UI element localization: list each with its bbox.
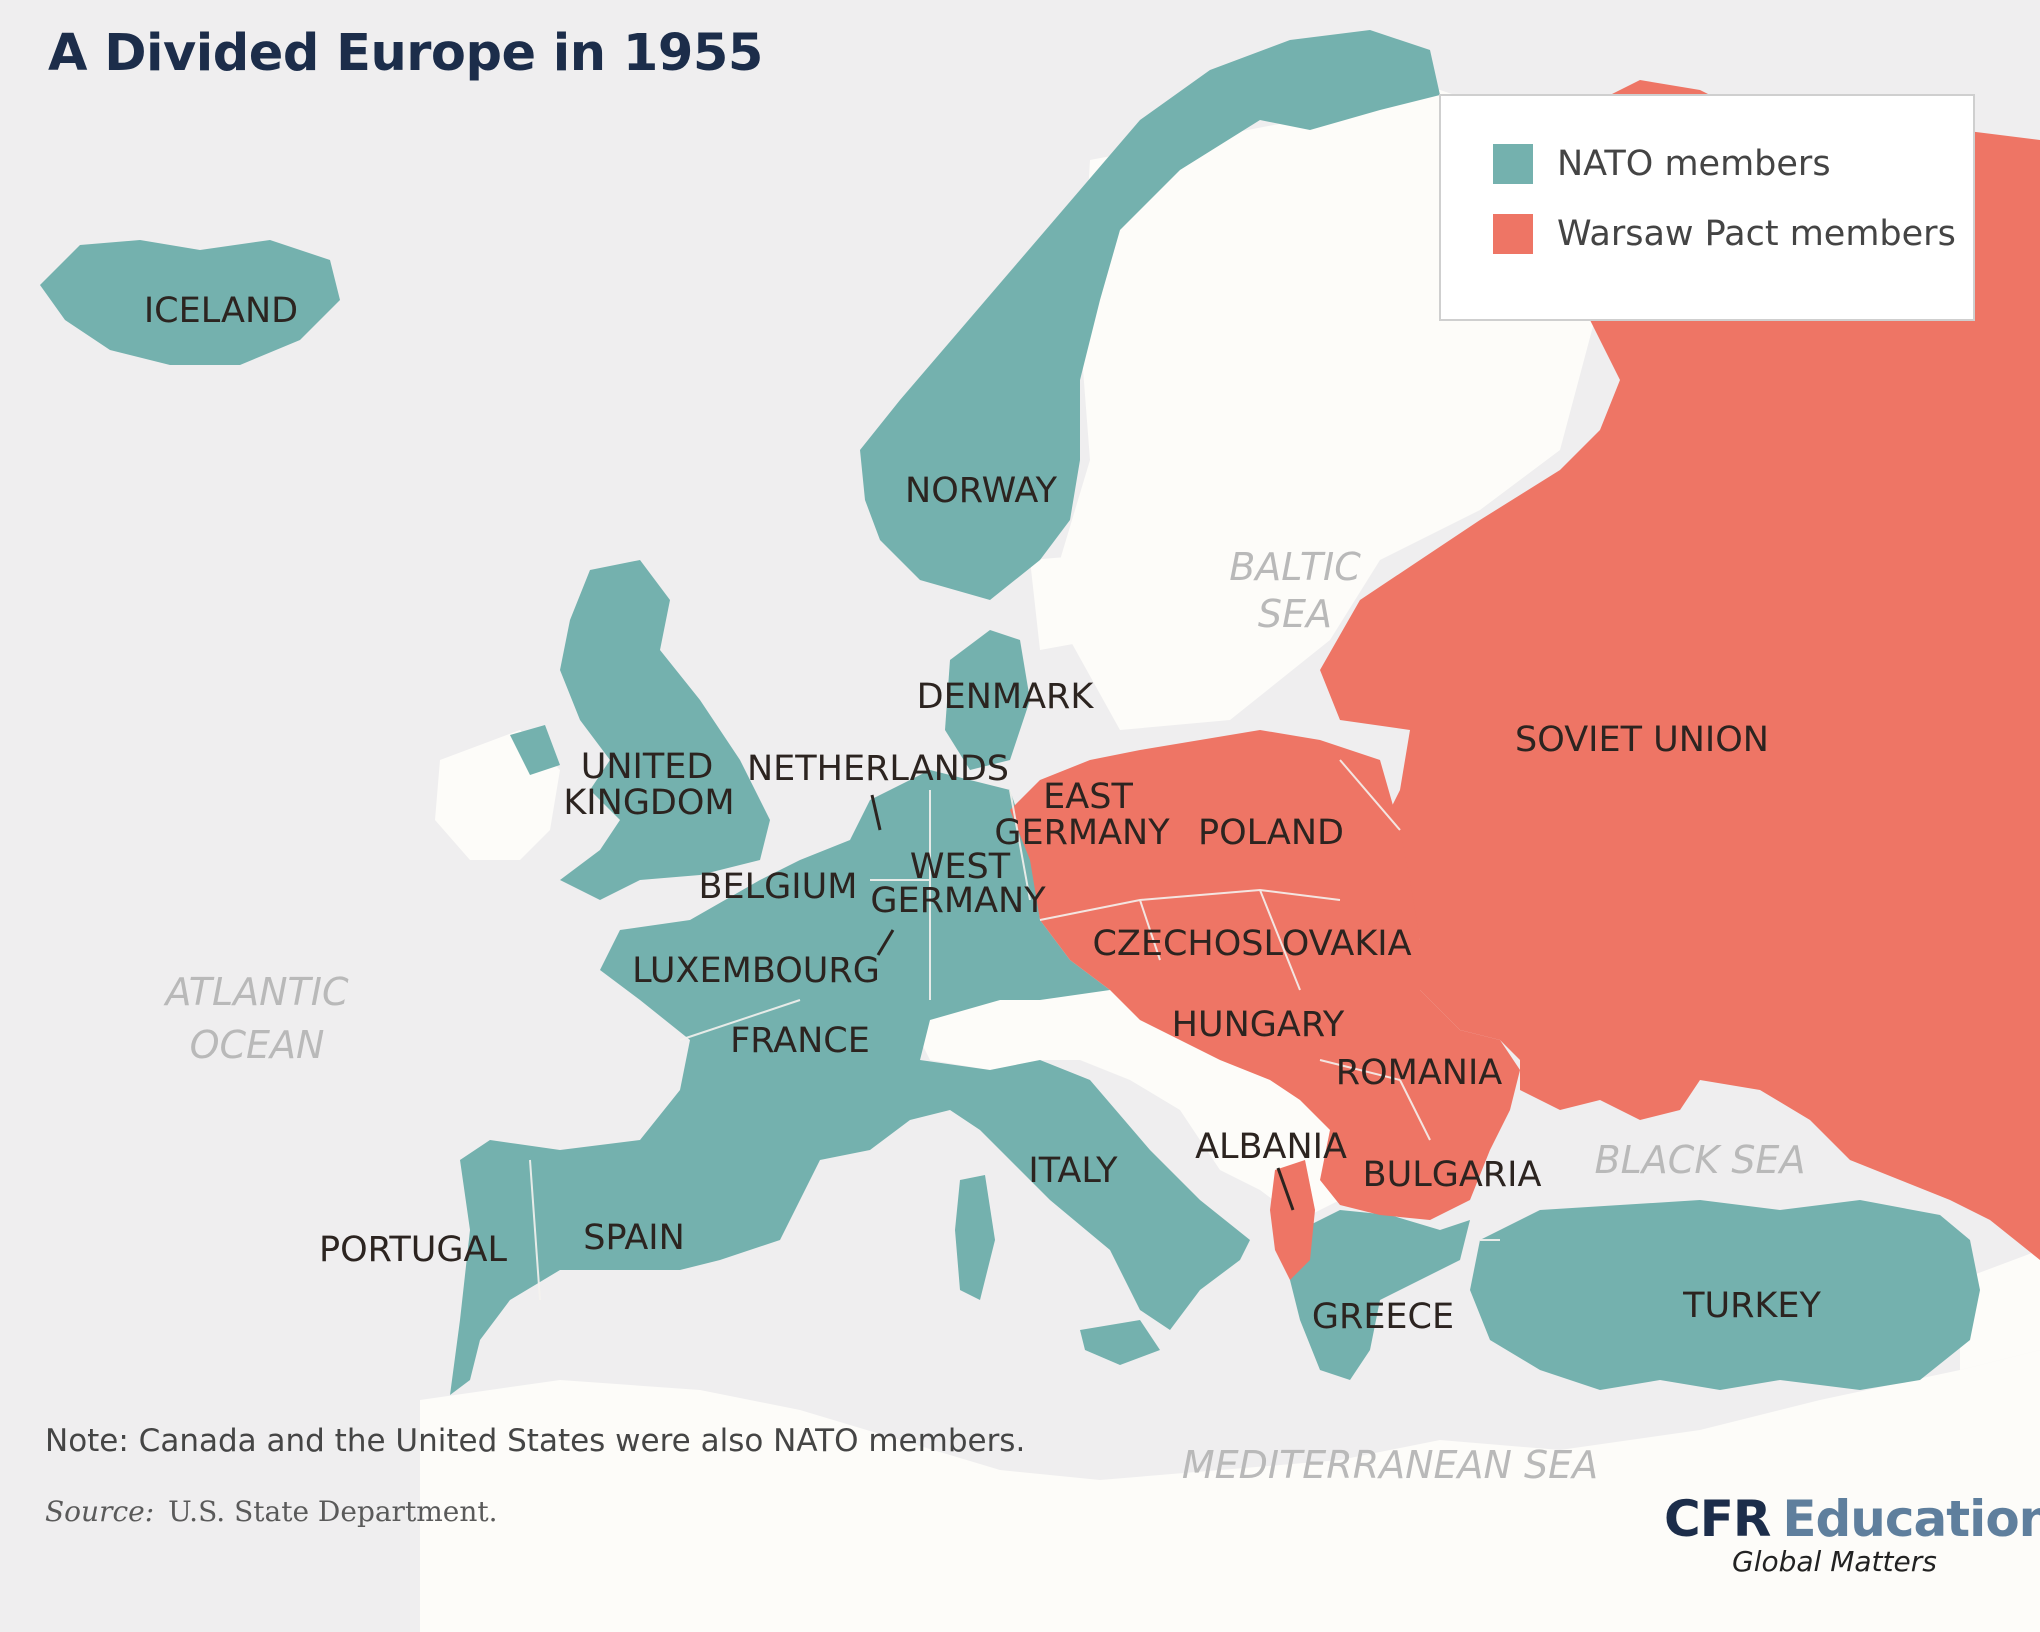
brand-cfr: CFR [1664,1490,1771,1548]
united-kingdom-label-2: KINGDOM [563,783,734,823]
eastern-bloc-shape [1010,730,1520,1220]
hungary-label: HUNGARY [1172,1005,1345,1045]
land-layer [40,30,2040,1632]
legend-item-nato: NATO members [1493,142,1831,186]
cfr-education-logo: CFR Education [1664,1490,2040,1548]
albania-label: ALBANIA [1195,1127,1347,1167]
norway-shape [860,30,1440,600]
baltic-sea-label-2: SEA [1258,592,1332,636]
belgium-label: BELGIUM [699,867,858,907]
legend-item-warsaw: Warsaw Pact members [1493,212,1956,256]
denmark-label: DENMARK [917,677,1095,717]
soviet-union-label: SOVIET UNION [1515,720,1769,760]
spain-label: SPAIN [583,1218,685,1258]
italy-label: ITALY [1028,1151,1118,1191]
border-lines [529,759,1500,1301]
atlantic-ocean-label-1: ATLANTIC [163,970,349,1014]
norway-label: NORWAY [905,471,1058,511]
borders-layer [529,759,1500,1301]
leader-lines [870,794,1295,1211]
iceland-shape [40,240,340,365]
soviet-union-shape [1320,80,2040,1260]
legend-label: Warsaw Pact members [1557,214,1956,254]
source-label: Source: [45,1495,155,1528]
legend-swatch [1493,144,1533,184]
map-title: A Divided Europe in 1955 [48,24,763,83]
northern-ireland-shape [510,725,560,775]
western-europe-nato-shape [450,770,1250,1395]
turkey-label: TURKEY [1682,1286,1821,1326]
baltic-sea-label-1: BALTIC [1229,545,1361,589]
poland-label: POLAND [1198,813,1344,853]
source-line: Source: U.S. State Department. [45,1495,498,1528]
black-sea-label: BLACK SEA [1595,1138,1806,1182]
albania-leader [1276,1167,1295,1211]
legend-label: NATO members [1557,144,1831,184]
france-label: FRANCE [730,1021,870,1061]
greece-shape [1290,1210,1470,1380]
luxembourg-label: LUXEMBOURG [632,951,880,991]
brand-education: Education [1782,1490,2040,1548]
bulgaria-label: BULGARIA [1363,1155,1542,1195]
netherlands-label: NETHERLANDS [747,749,1009,789]
atlantic-ocean-label-2: OCEAN [190,1023,325,1067]
west-germany-label-2: GERMANY [870,881,1046,921]
denmark-shape [945,630,1030,770]
iceland-label: ICELAND [144,291,298,331]
west-germany-label-1: WEST [910,847,1011,887]
portugal-label: PORTUGAL [319,1230,507,1270]
romania-label: ROMANIA [1336,1053,1503,1093]
turkey-shape [1470,1200,1980,1390]
north-africa-land [420,1350,2040,1632]
sardinia-corsica-shape [955,1175,995,1300]
country-labels: ICELAND NORWAY DENMARK UNITED KINGDOM NE… [144,291,1822,1337]
united-kingdom-label-1: UNITED [581,747,714,787]
luxembourg-leader [876,929,895,956]
sicily-shape [1080,1320,1160,1365]
brand-tagline: Global Matters [1732,1545,1937,1578]
albania-shape [1270,1160,1315,1280]
note-text: Note: Canada and the United States were … [45,1423,1026,1459]
greece-label: GREECE [1312,1297,1454,1337]
czechoslovakia-label: CZECHOSLOVAKIA [1092,924,1411,964]
netherlands-leader [870,794,882,831]
legend-swatch [1493,214,1533,254]
baltic-islands-land [1030,555,1095,650]
uk-shape [560,560,770,900]
source-text: U.S. State Department. [168,1495,498,1528]
east-germany-label-2: GERMANY [994,813,1170,853]
middle-east-land [1960,1250,2040,1370]
east-germany-label-1: EAST [1043,777,1133,817]
water-labels: BALTIC SEA ATLANTIC OCEAN BLACK SEA MEDI… [163,545,1806,1487]
mediterranean-sea-label: MEDITERRANEAN SEA [1182,1443,1598,1487]
legend: NATO members Warsaw Pact members [1439,94,1975,321]
